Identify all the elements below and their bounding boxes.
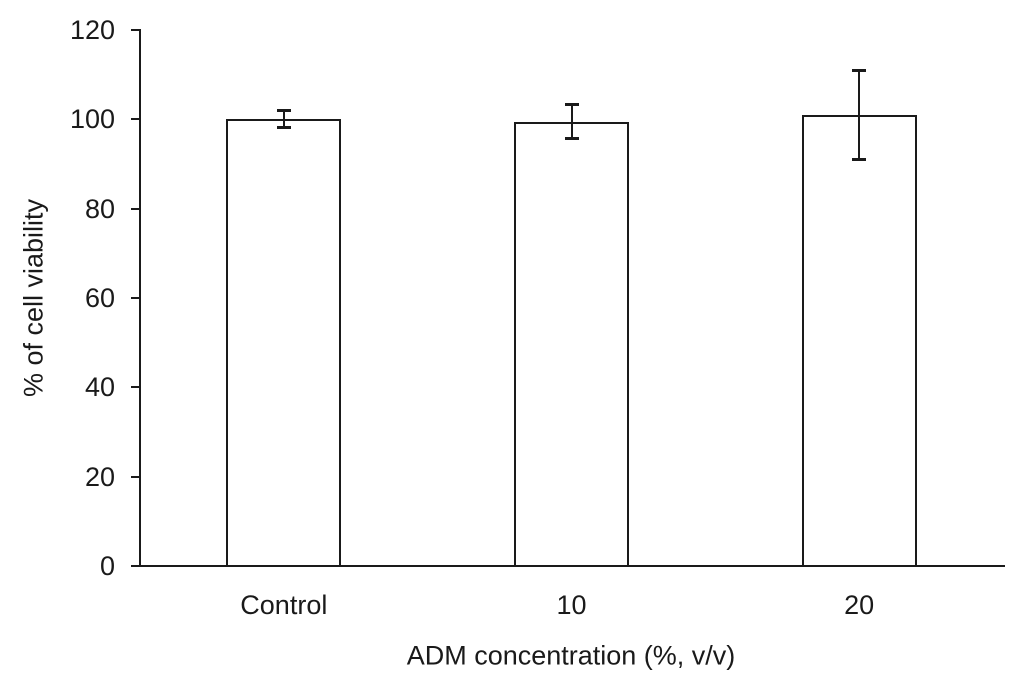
x-axis-title: ADM concentration (%, v/v) bbox=[406, 640, 736, 671]
bar-control bbox=[226, 119, 342, 567]
x-tick-label-20: 20 bbox=[844, 590, 875, 620]
error-bar-cap-top-10 bbox=[564, 102, 579, 106]
error-bar-10 bbox=[570, 103, 573, 140]
y-tick-label-20: 20 bbox=[84, 461, 115, 492]
y-tick-mark-100 bbox=[131, 118, 139, 121]
y-tick-label-40: 40 bbox=[84, 372, 115, 403]
x-tick-label-control: Control bbox=[240, 590, 328, 620]
error-bar-cap-bottom-control bbox=[276, 126, 291, 130]
bar-10 bbox=[514, 121, 629, 567]
y-tick-mark-120 bbox=[131, 29, 139, 31]
error-bar-cap-bottom-20 bbox=[852, 157, 867, 161]
y-axis-line bbox=[139, 29, 141, 567]
y-tick-label-60: 60 bbox=[84, 283, 115, 313]
error-bar-control bbox=[282, 110, 285, 129]
y-tick-mark-20 bbox=[131, 475, 139, 478]
y-tick-label-120: 120 bbox=[69, 15, 115, 45]
y-tick-label-100: 100 bbox=[69, 104, 115, 135]
error-bar-cap-bottom-10 bbox=[564, 137, 579, 141]
bar-20 bbox=[801, 114, 917, 567]
y-tick-mark-80 bbox=[131, 207, 139, 210]
error-bar-cap-top-20 bbox=[852, 69, 867, 73]
error-bar-cap-top-control bbox=[276, 109, 291, 113]
y-tick-mark-60 bbox=[131, 297, 139, 299]
y-tick-label-0: 0 bbox=[99, 551, 115, 581]
error-bar-20 bbox=[858, 70, 861, 160]
y-tick-mark-0 bbox=[131, 565, 139, 567]
y-tick-mark-40 bbox=[131, 386, 139, 389]
y-tick-label-80: 80 bbox=[84, 193, 115, 224]
x-tick-label-10: 10 bbox=[556, 590, 587, 620]
